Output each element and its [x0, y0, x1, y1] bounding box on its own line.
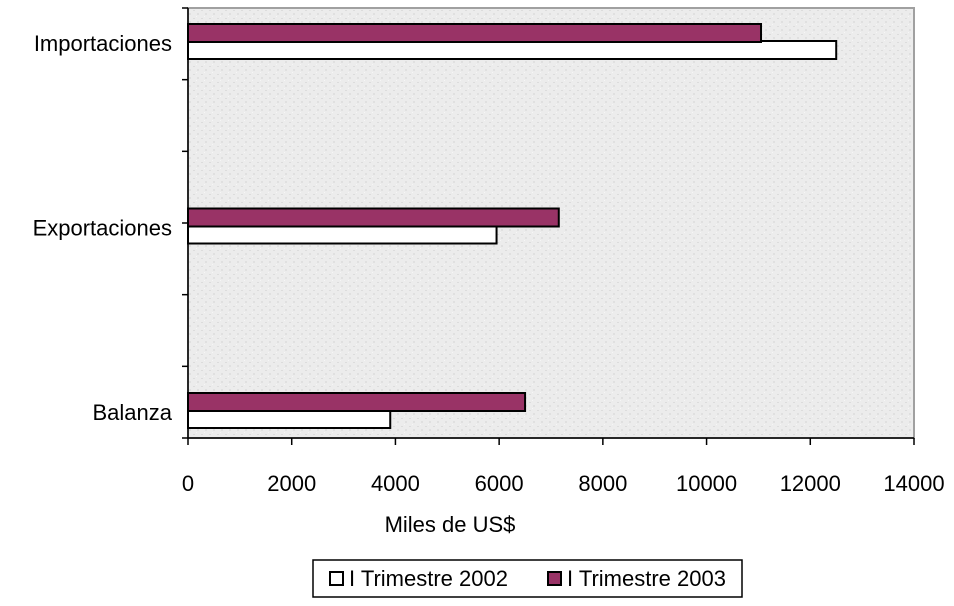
x-tick-label: 6000 — [475, 471, 524, 496]
x-tick-label: 14000 — [883, 471, 944, 496]
bar — [187, 392, 527, 412]
bar — [187, 224, 498, 245]
x-tick-label: 2000 — [267, 471, 316, 496]
bar — [187, 23, 763, 43]
bar — [187, 40, 838, 60]
x-tick-label: 4000 — [371, 471, 420, 496]
legend-label: I Trimestre 2002 — [349, 566, 508, 591]
legend-swatch — [329, 571, 344, 586]
y-tick-label: Importaciones — [34, 31, 172, 56]
legend-label: I Trimestre 2003 — [567, 566, 726, 591]
bar — [187, 409, 392, 429]
x-tick-label: 10000 — [676, 471, 737, 496]
x-axis-title: Miles de US$ — [385, 512, 516, 537]
x-tick-label: 8000 — [578, 471, 627, 496]
x-tick-label: 12000 — [780, 471, 841, 496]
y-tick-label: Balanza — [92, 400, 172, 425]
bar — [187, 207, 560, 228]
y-tick-label: Exportaciones — [33, 215, 172, 240]
x-tick-label: 0 — [182, 471, 194, 496]
legend-swatch — [547, 571, 562, 586]
legend — [312, 559, 743, 598]
